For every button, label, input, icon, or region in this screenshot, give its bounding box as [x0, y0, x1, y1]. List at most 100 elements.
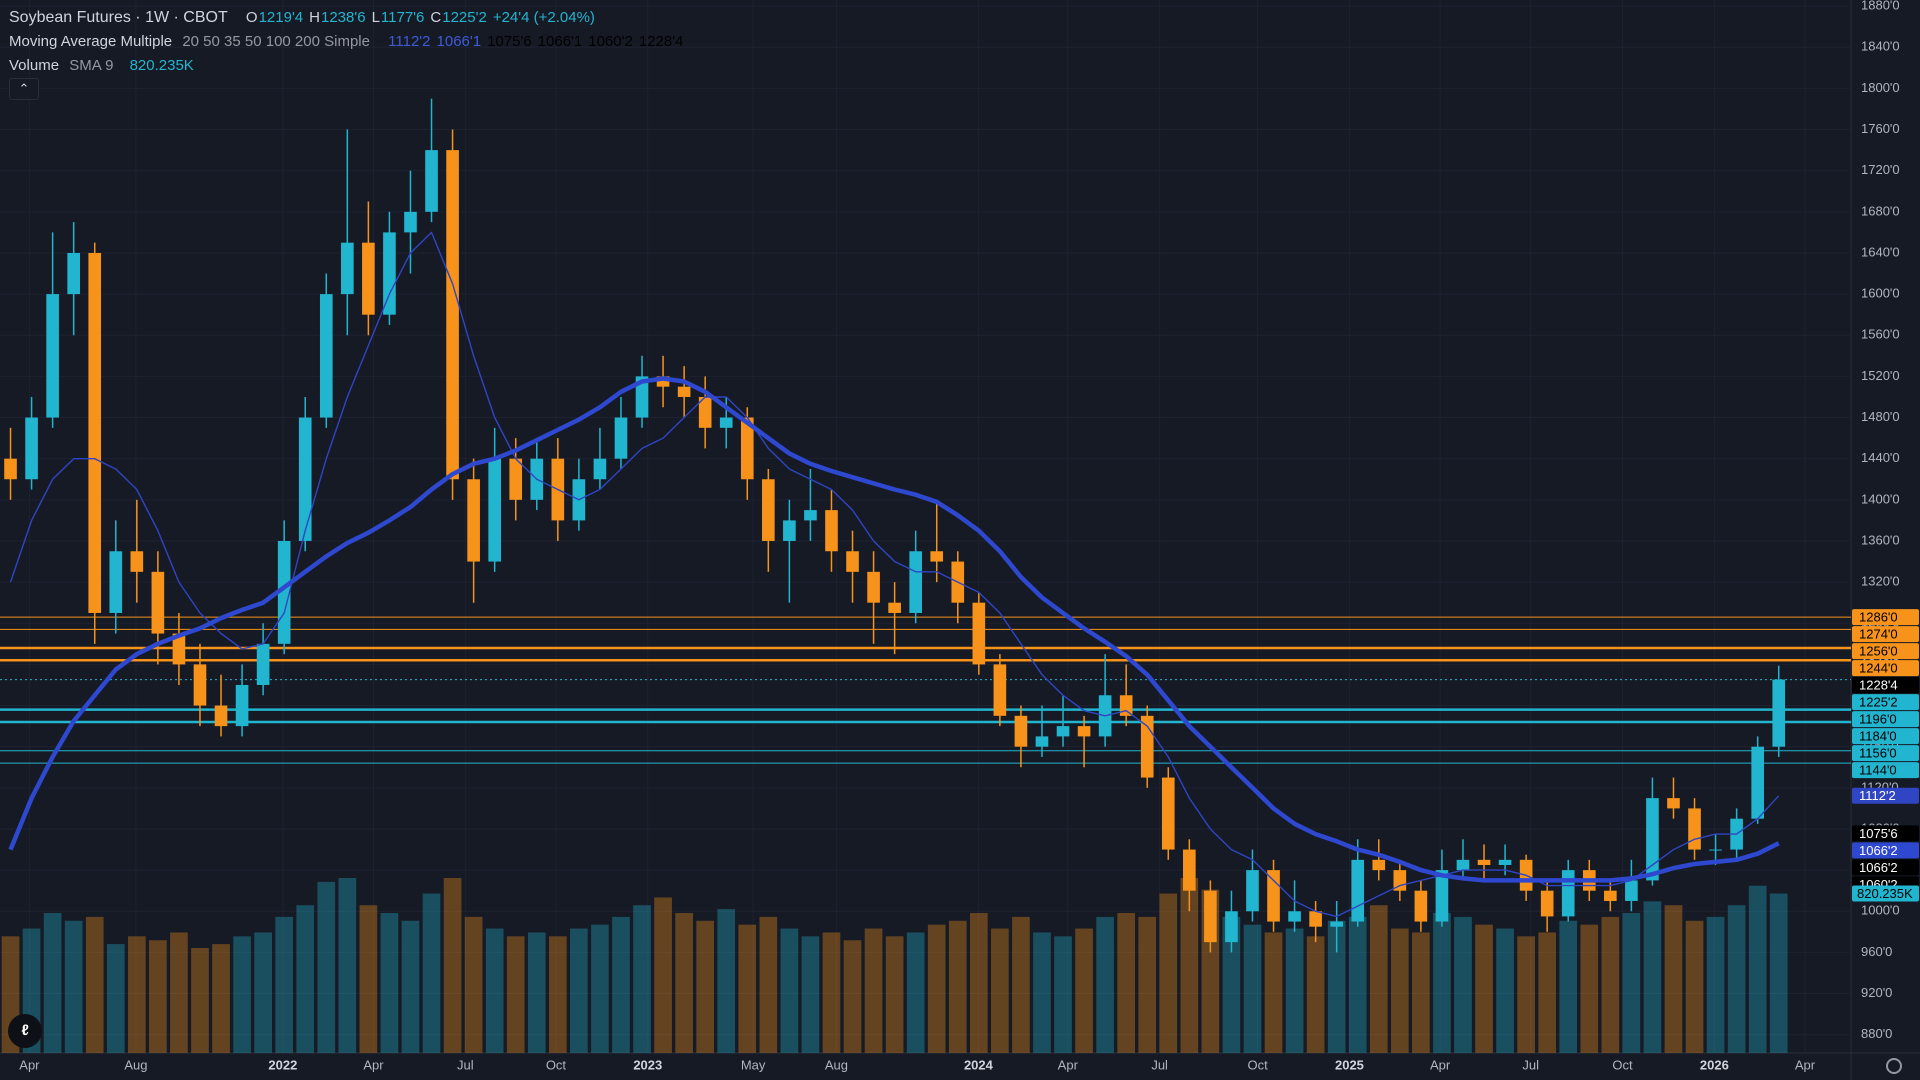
candle-body — [1772, 679, 1786, 747]
price-label-box — [1852, 677, 1919, 694]
volume-bar — [1390, 928, 1409, 1053]
candle-body — [1540, 890, 1554, 917]
ma-value: 1075'6 — [487, 33, 532, 50]
y-tick-label: 880'0 — [1861, 1026, 1892, 1041]
price-label-box — [1852, 660, 1919, 677]
settings-button[interactable] — [1886, 1058, 1902, 1074]
ma-value: 1066'1 — [436, 33, 482, 50]
volume-bar — [1685, 920, 1704, 1053]
volume-bar — [1517, 936, 1535, 1053]
candle-body — [362, 242, 375, 315]
volume-bar — [296, 905, 315, 1053]
candle-body — [1751, 746, 1764, 819]
legend-symbol-row: Soybean Futures · 1W · CBOT O1219'4 H1238… — [9, 6, 689, 30]
price-label-box — [1852, 728, 1919, 745]
candle-body — [1056, 726, 1070, 737]
x-tick-label: Jul — [457, 1057, 474, 1072]
candle-body — [1604, 890, 1617, 901]
volume-bar — [843, 940, 862, 1053]
y-tick-label: 1360'0 — [1861, 532, 1900, 547]
volume-bar — [1433, 913, 1451, 1053]
candle-body — [1561, 870, 1575, 917]
volume-bar — [1369, 905, 1388, 1053]
vol-value: 820.235K — [129, 57, 194, 74]
volume-bar — [801, 936, 820, 1053]
x-tick-label: 2023 — [633, 1057, 662, 1072]
candle-body — [298, 417, 312, 541]
candle-body — [4, 458, 17, 480]
volume-bar — [1096, 916, 1114, 1053]
volume-bar — [1285, 928, 1304, 1053]
candle-body — [509, 458, 523, 500]
candle-body — [1414, 890, 1428, 922]
candle-body — [1393, 870, 1407, 891]
candle-body — [488, 458, 501, 562]
candle-body — [909, 551, 922, 613]
candle-body — [1119, 695, 1133, 716]
volume-bar — [275, 916, 294, 1053]
volume-bar — [991, 928, 1009, 1053]
ma-value: 1228'4 — [638, 33, 684, 50]
y-tick-label: 1840'0 — [1861, 39, 1900, 54]
volume-label-box — [1852, 885, 1919, 902]
candle-body — [1161, 777, 1175, 850]
volume-bar — [1075, 928, 1093, 1053]
volume-bar — [1559, 920, 1578, 1053]
volume-bar — [1769, 893, 1788, 1053]
candle-body — [446, 150, 459, 480]
price-label-box — [1852, 694, 1919, 711]
volume-bar — [591, 924, 609, 1053]
volume-bar — [612, 916, 630, 1053]
price-label: 1066'2 — [1859, 843, 1898, 858]
ohlc-value: 1177'6 — [380, 9, 425, 26]
volume-bar — [780, 928, 799, 1053]
candle-body — [25, 417, 38, 480]
candle-body — [256, 643, 270, 685]
price-label: 1256'0 — [1859, 644, 1898, 659]
candle-body — [1035, 736, 1049, 747]
price-label-box — [1852, 859, 1919, 876]
legend-volume-row: Volume SMA 9 820.235K — [9, 54, 689, 78]
ma-name[interactable]: Moving Average Multiple — [9, 33, 173, 50]
candle-body — [1077, 726, 1091, 737]
candle-body — [762, 479, 775, 541]
price-label: 1184'0 — [1859, 729, 1897, 744]
x-tick-label: Jul — [1151, 1057, 1168, 1072]
x-tick-label: Jul — [1522, 1057, 1539, 1072]
price-label: 1286'0 — [1859, 610, 1898, 625]
ma-value: 1060'2 — [588, 33, 633, 50]
candle-body — [130, 551, 144, 572]
volume-bar — [485, 928, 504, 1053]
candle-body — [1351, 859, 1365, 922]
change: +24'4 (+2.04%) — [492, 9, 595, 26]
x-tick-label: Aug — [124, 1057, 147, 1072]
volume-bar — [1180, 878, 1199, 1053]
y-tick-label: 1680'0 — [1861, 203, 1900, 218]
candle-body — [930, 551, 944, 562]
candle-body — [1183, 849, 1196, 891]
candle-body — [1288, 911, 1301, 922]
volume-bar — [1475, 924, 1493, 1053]
volume-bar — [1012, 916, 1030, 1053]
candle-body — [1246, 870, 1259, 912]
ma-params: 20 50 35 50 100 200 Simple — [182, 33, 370, 50]
volume-bar — [127, 936, 146, 1053]
candle-body — [783, 520, 796, 541]
symbol[interactable]: Soybean Futures · 1W · CBOT — [9, 9, 228, 26]
collapse-button[interactable]: ⌃ — [9, 78, 39, 100]
vol-name[interactable]: Volume — [9, 57, 60, 74]
y-tick-label: 1760'0 — [1861, 121, 1900, 136]
volume-bar — [43, 913, 62, 1053]
x-tick-label: Apr — [1795, 1057, 1816, 1072]
candle-body — [740, 417, 754, 480]
volume-bar — [212, 944, 230, 1053]
candle-body — [172, 633, 186, 665]
ma-value: 1112'2 — [388, 33, 431, 50]
volume-bar — [885, 936, 904, 1053]
price-label-box — [1852, 609, 1919, 626]
tradingview-logo[interactable]: ℓ — [8, 1014, 42, 1048]
price-label-box — [1852, 762, 1919, 779]
candle-body — [1498, 859, 1512, 865]
x-tick-label: May — [741, 1057, 766, 1072]
candle-body — [214, 705, 228, 727]
